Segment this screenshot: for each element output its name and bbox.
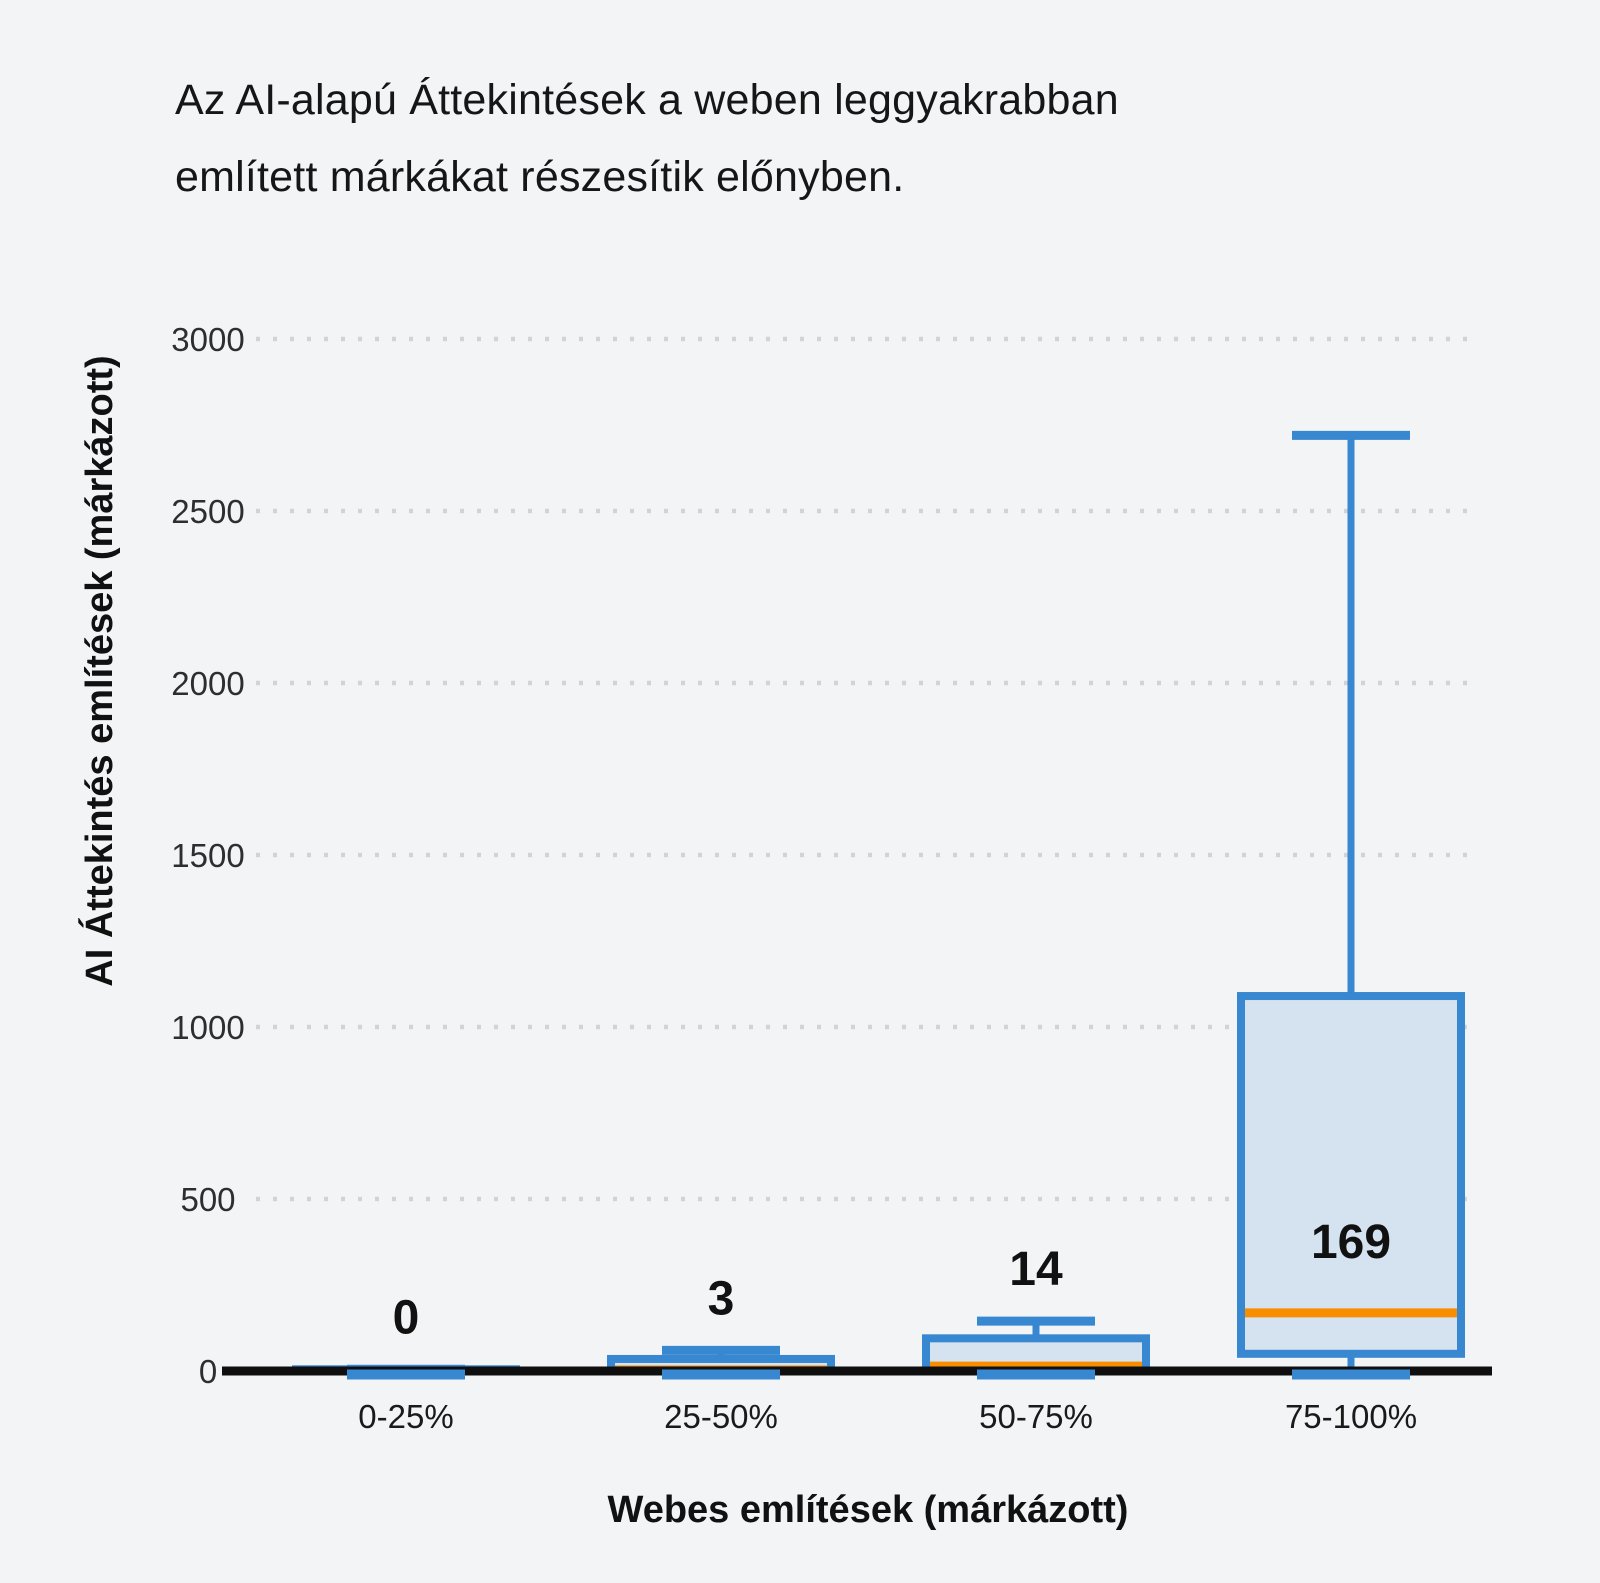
y-tick-2500: 2500 (171, 493, 244, 530)
y-tick-3000: 3000 (171, 321, 244, 358)
chart-title-line1: Az AI-alapú Áttekintések a weben leggyak… (175, 76, 1119, 124)
y-tick-500: 500 (180, 1181, 235, 1218)
box-50-75% (922, 1316, 1150, 1375)
x-axis-title: Webes említések (márkázott) (608, 1489, 1129, 1531)
median-value-labels: 0 3 14 169 (393, 1216, 1391, 1344)
chart-title-line2: említett márkákat részesítik előnyben. (175, 153, 905, 201)
y-tick-1000: 1000 (171, 1009, 244, 1046)
y-axis-title: AI Áttekintés említések (márkázott) (77, 355, 121, 986)
median-label-75-100%: 169 (1311, 1216, 1391, 1269)
box-75-100% (1237, 430, 1465, 1375)
y-tick-1500: 1500 (171, 837, 244, 874)
box-series (292, 430, 1465, 1376)
x-tick-0-25%: 0-25% (358, 1398, 453, 1435)
y-tick-0: 0 (199, 1353, 217, 1390)
median-label-50-75%: 14 (1009, 1243, 1063, 1296)
median-label-25-50%: 3 (708, 1272, 735, 1325)
y-axis-tick-labels: 0 500 1000 1500 2000 2500 3000 (171, 321, 244, 1390)
x-axis-tick-labels: 0-25% 25-50% 50-75% 75-100% (358, 1398, 1417, 1435)
iqr-box (1237, 992, 1465, 1358)
x-tick-75-100%: 75-100% (1285, 1398, 1417, 1435)
x-tick-25-50%: 25-50% (664, 1398, 778, 1435)
chart-title: Az AI-alapú Áttekintések a weben leggyak… (175, 62, 1119, 216)
median-label-0-25%: 0 (393, 1291, 420, 1344)
x-tick-50-75%: 50-75% (979, 1398, 1093, 1435)
y-tick-2000: 2000 (171, 665, 244, 702)
